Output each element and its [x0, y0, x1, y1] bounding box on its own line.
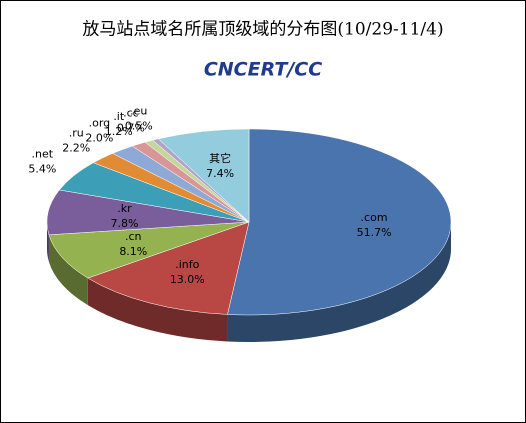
slice	[227, 128, 452, 316]
slice-label: .info	[175, 258, 199, 271]
slice-label: .ru	[69, 126, 84, 139]
slice-value-label: 5.4%	[28, 162, 56, 175]
slice-label: .it	[113, 110, 125, 123]
chart-title: 放马站点域名所属顶级域的分布图(10/29-11/4)	[82, 20, 443, 40]
slice-value-label: 1.2%	[105, 125, 133, 138]
slice-value-label: 51.7%	[357, 226, 392, 239]
slice	[46, 189, 250, 236]
slice-label: .kr	[117, 202, 132, 215]
slice-value-label: 8.1%	[119, 245, 147, 258]
slice	[87, 221, 250, 315]
slice-value-label: 2.0%	[85, 132, 113, 145]
slice-label: .org	[89, 117, 111, 130]
slice-label: .cn	[125, 230, 142, 243]
slice-side	[48, 234, 88, 306]
slice-label: .com	[361, 211, 388, 224]
slice-value-label: 0.7%	[117, 122, 145, 135]
slice-label: .net	[32, 147, 54, 160]
slice-value-label: 2.2%	[62, 141, 90, 154]
slice-label: .eu	[130, 105, 147, 118]
slice-label: 其它	[209, 151, 231, 165]
slice-value-label: 13.0%	[170, 273, 205, 286]
slice-value-label: 0.5%	[125, 120, 153, 133]
slice-side	[47, 222, 49, 262]
slice-value-label: 7.4%	[206, 167, 234, 180]
slice-side	[227, 222, 451, 342]
slice	[157, 128, 250, 223]
slice	[48, 221, 250, 279]
slice-label: .cc	[123, 107, 139, 120]
slice-value-label: 7.8%	[110, 217, 138, 230]
logo: CNCERT/CC	[204, 59, 322, 81]
slice-side	[87, 278, 228, 342]
